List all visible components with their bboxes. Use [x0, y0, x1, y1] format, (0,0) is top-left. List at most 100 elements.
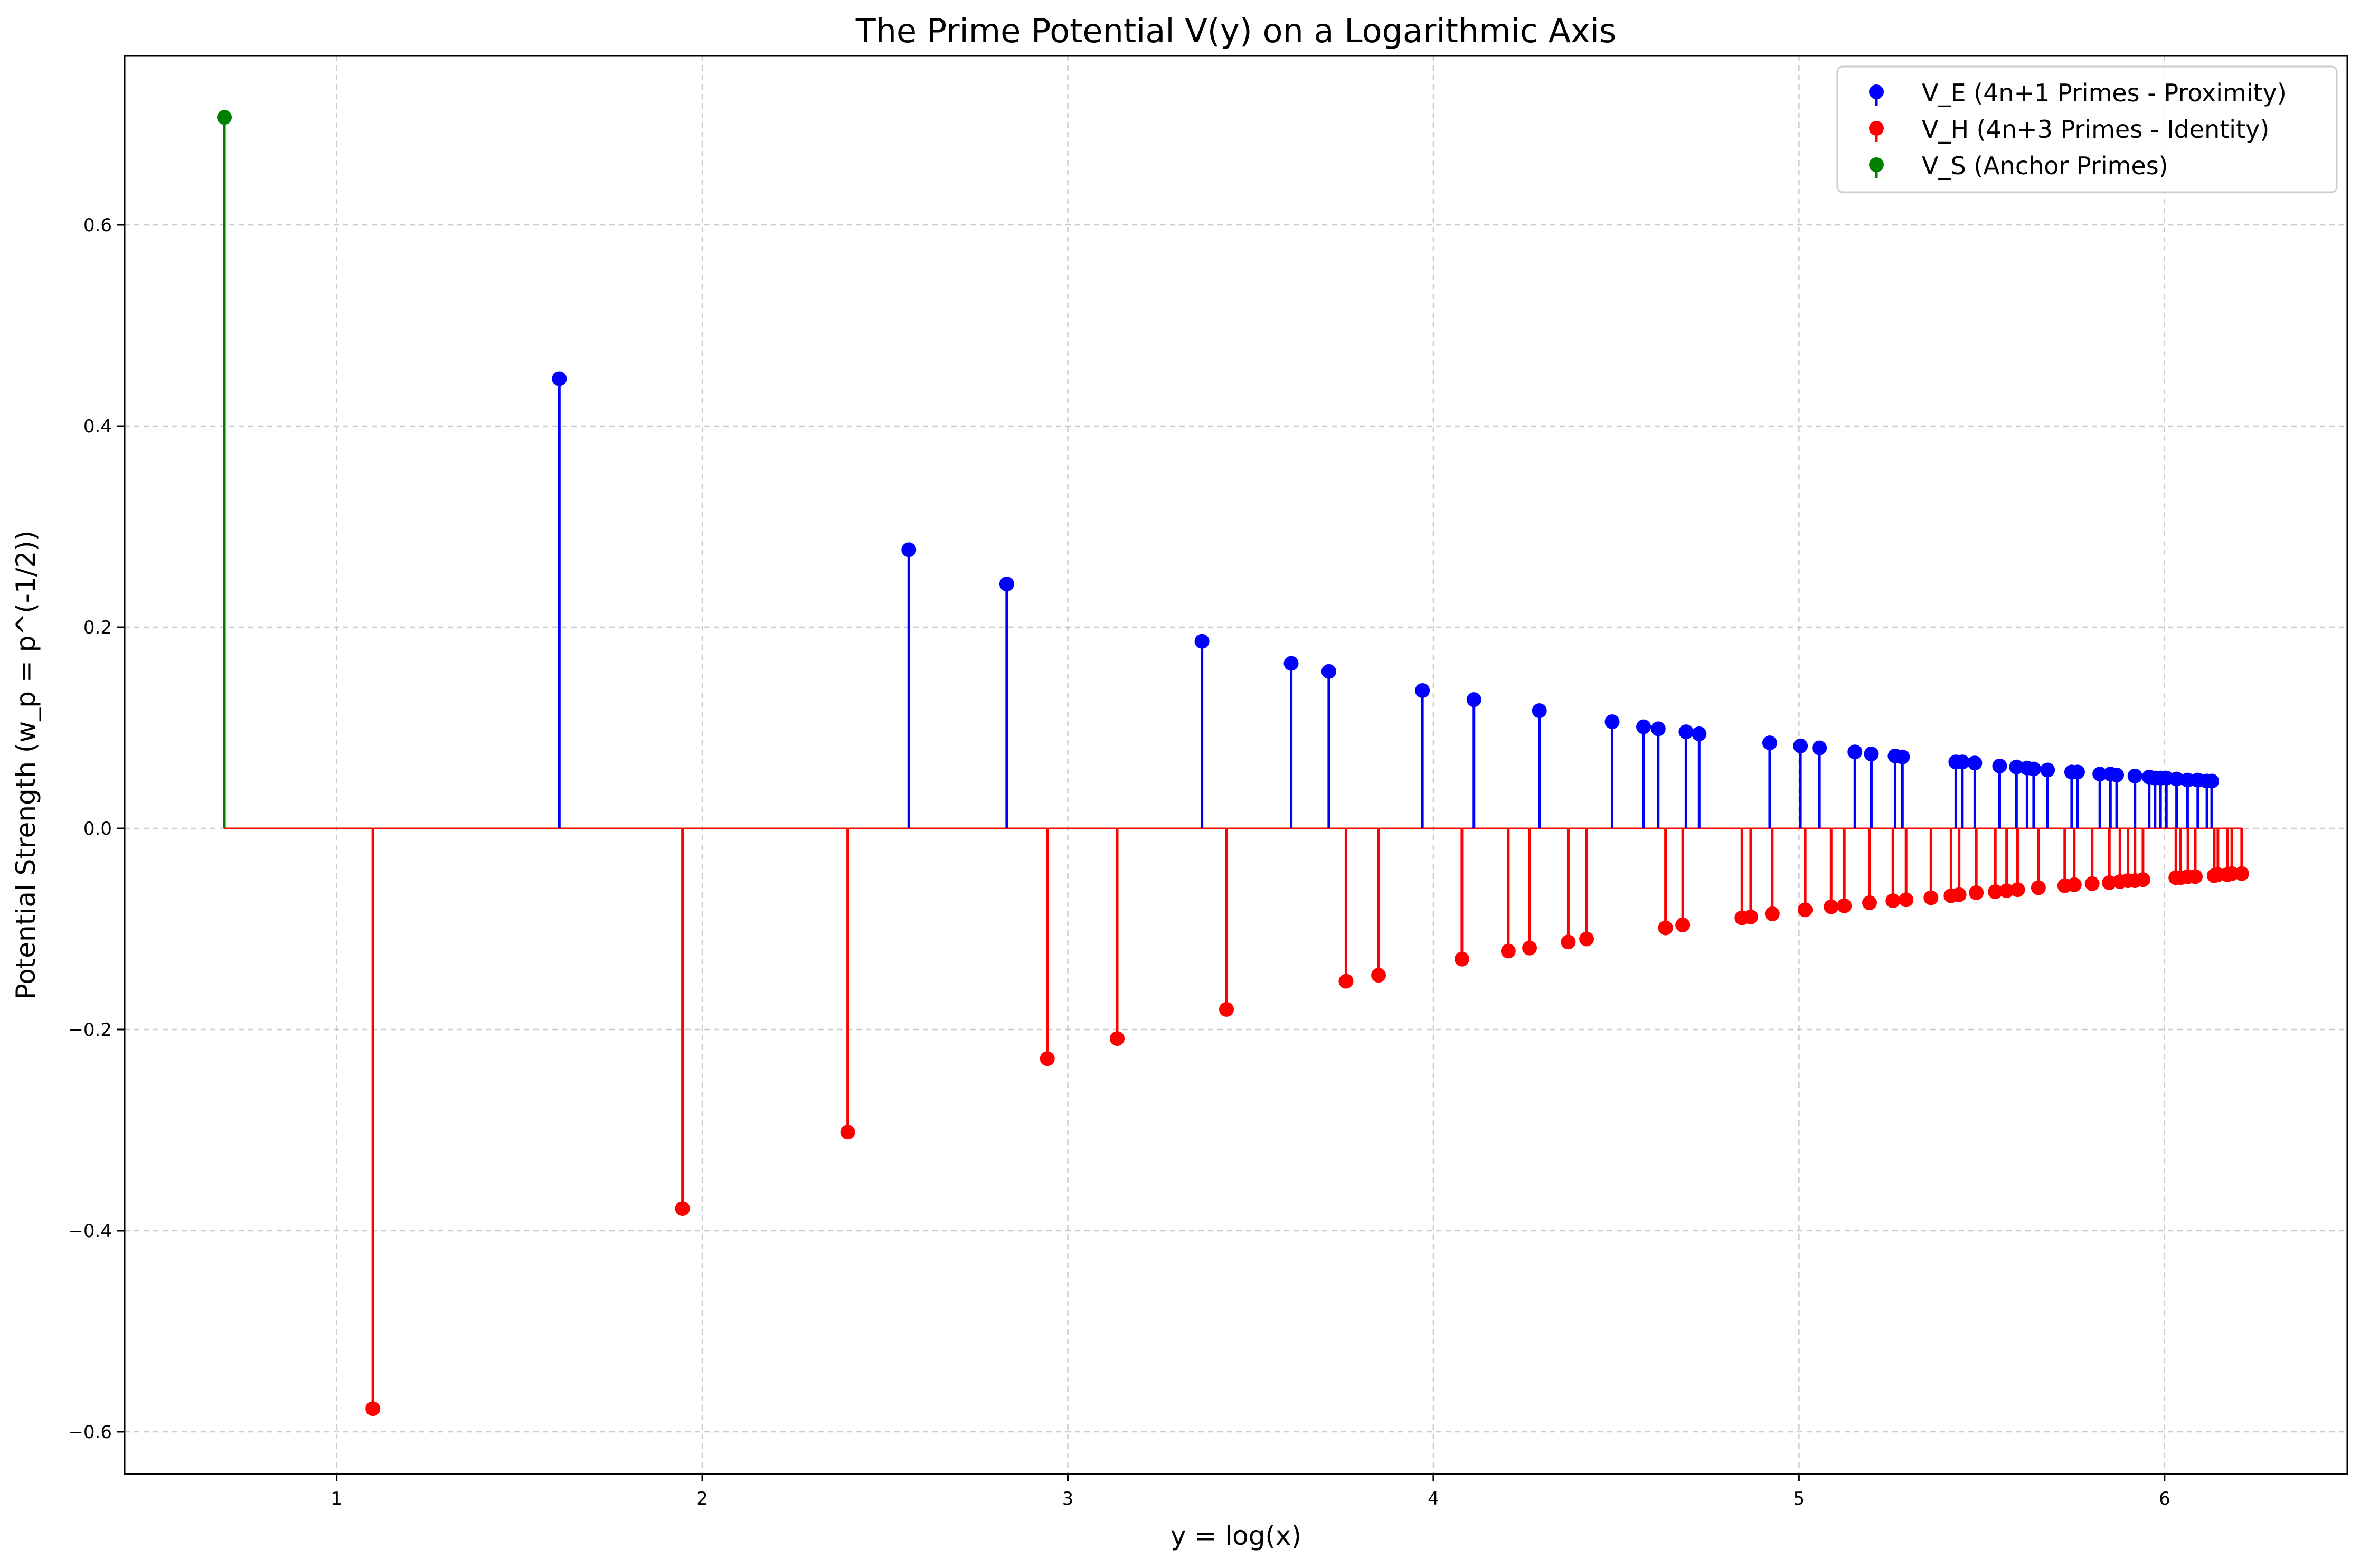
stem-marker [2204, 773, 2220, 789]
stem-marker [1837, 898, 1852, 913]
legend-box [1836, 65, 2338, 193]
x-axis-label: y = log(x) [1170, 1520, 1301, 1551]
stem-marker [1824, 899, 1839, 914]
stem-marker [1895, 749, 1910, 764]
x-tick-label: 6 [2159, 1488, 2170, 1509]
stem-marker [840, 1125, 855, 1140]
stem-marker [1636, 719, 1651, 734]
y-tick-label: −0.2 [68, 1019, 112, 1041]
stem-marker [1743, 909, 1758, 924]
y-tick-label: 0.0 [83, 818, 112, 839]
legend-entry-label: V_E (4n+1 Primes - Proximity) [1922, 79, 2287, 107]
stem-marker [1321, 664, 1336, 679]
stem-marker [2066, 877, 2082, 892]
stem-marker [1798, 902, 1813, 918]
stem-marker [1955, 754, 1970, 770]
stem-marker [999, 577, 1014, 592]
stem-marker [1969, 885, 1984, 900]
stem-marker [1283, 656, 1299, 671]
stem-marker [365, 1401, 381, 1416]
stem-marker [1864, 747, 1879, 762]
legend-marker [1869, 84, 1884, 99]
stem-marker [2031, 880, 2046, 895]
x-tick-label: 1 [331, 1488, 343, 1509]
legend-entry-label: V_S (Anchor Primes) [1922, 152, 2168, 180]
stem-marker [2040, 762, 2055, 778]
stem-marker [1812, 740, 1827, 755]
stem-marker [2070, 764, 2085, 780]
stem-marker [1522, 940, 1537, 956]
stem-marker [1678, 724, 1694, 740]
legend-marker [1869, 157, 1884, 172]
stem-marker [1951, 887, 1967, 902]
x-tick-label: 2 [696, 1488, 708, 1509]
stem-marker [1466, 692, 1481, 707]
stem-marker [552, 371, 567, 386]
stem-marker [1219, 1002, 1234, 1017]
stem-marker [1604, 714, 1620, 730]
stem-marker [1899, 892, 1914, 908]
stem-marker [1885, 893, 1901, 909]
stem-marker [217, 110, 232, 125]
legend-entry-label: V_H (4n+3 Primes - Identity) [1922, 115, 2269, 144]
stem-marker [1650, 721, 1666, 736]
stem-marker [2092, 767, 2108, 782]
stem-marker [1338, 974, 1354, 989]
stem-marker [2127, 768, 2142, 783]
stem-marker [2187, 869, 2203, 884]
stem-marker [1923, 890, 1939, 905]
series-2 [217, 110, 232, 829]
plot-frame [124, 55, 2348, 1475]
stem-marker [901, 542, 917, 558]
stem-marker [1967, 755, 1983, 771]
stem-marker [1658, 920, 1673, 936]
stem-marker [1561, 934, 1576, 950]
series-1 [365, 828, 2249, 1416]
y-tick-label: −0.6 [68, 1422, 112, 1443]
stem-marker [2026, 761, 2041, 777]
stem-marks [217, 110, 2249, 1416]
stem-marker [1862, 895, 1877, 910]
stem-marker [2109, 768, 2125, 783]
stem-marker [1109, 1031, 1125, 1046]
chart-title: The Prime Potential V(y) on a Logarithmi… [855, 12, 1617, 50]
y-tick-label: 0.2 [83, 617, 112, 638]
stem-marker [1762, 735, 1777, 751]
stem-marker [1999, 883, 2014, 899]
stem-marker [2084, 876, 2100, 891]
stem-marker [1847, 744, 1863, 760]
series-0 [552, 371, 2220, 829]
stem-marker [1040, 1051, 1055, 1066]
stem-marker [1371, 968, 1386, 983]
stem-marker [2234, 866, 2249, 881]
stem-marker [1988, 884, 2003, 900]
stem-marker [2010, 882, 2025, 898]
stem-marker [1692, 726, 1707, 741]
stem-marker [1764, 906, 1780, 921]
stem-marker [1992, 758, 2007, 773]
stem-marker [1675, 917, 1691, 932]
stem-marker [1793, 738, 1808, 753]
y-tick-label: 0.6 [83, 215, 112, 236]
legend: V_E (4n+1 Primes - Proximity) V_H (4n+3 P… [1836, 65, 2338, 193]
stem-marker [1194, 634, 1210, 649]
axis-ticks: 1 2 3 4 5 6 −0.6 −0.4 −0.2 0.0 0.2 0.4 0.6 [68, 215, 2170, 1509]
stem-marker [2135, 872, 2150, 887]
stem-marker [1532, 703, 1547, 719]
stem-marker [1500, 943, 1516, 959]
y-tick-label: 0.4 [83, 416, 112, 437]
y-tick-label: −0.4 [68, 1221, 112, 1242]
x-tick-label: 5 [1793, 1488, 1805, 1509]
x-tick-label: 4 [1428, 1488, 1439, 1509]
y-axis-label: Potential Strength (w_p = p^(-1/2)) [11, 531, 41, 1000]
stem-marker [1415, 683, 1430, 698]
stem-marker [675, 1201, 690, 1216]
x-tick-label: 3 [1062, 1488, 1074, 1509]
stem-marker [2169, 771, 2184, 787]
stem-marker [2102, 875, 2117, 890]
stem-marker [2180, 772, 2195, 788]
stem-marker [1579, 931, 1594, 947]
stem-marker [2009, 759, 2024, 774]
